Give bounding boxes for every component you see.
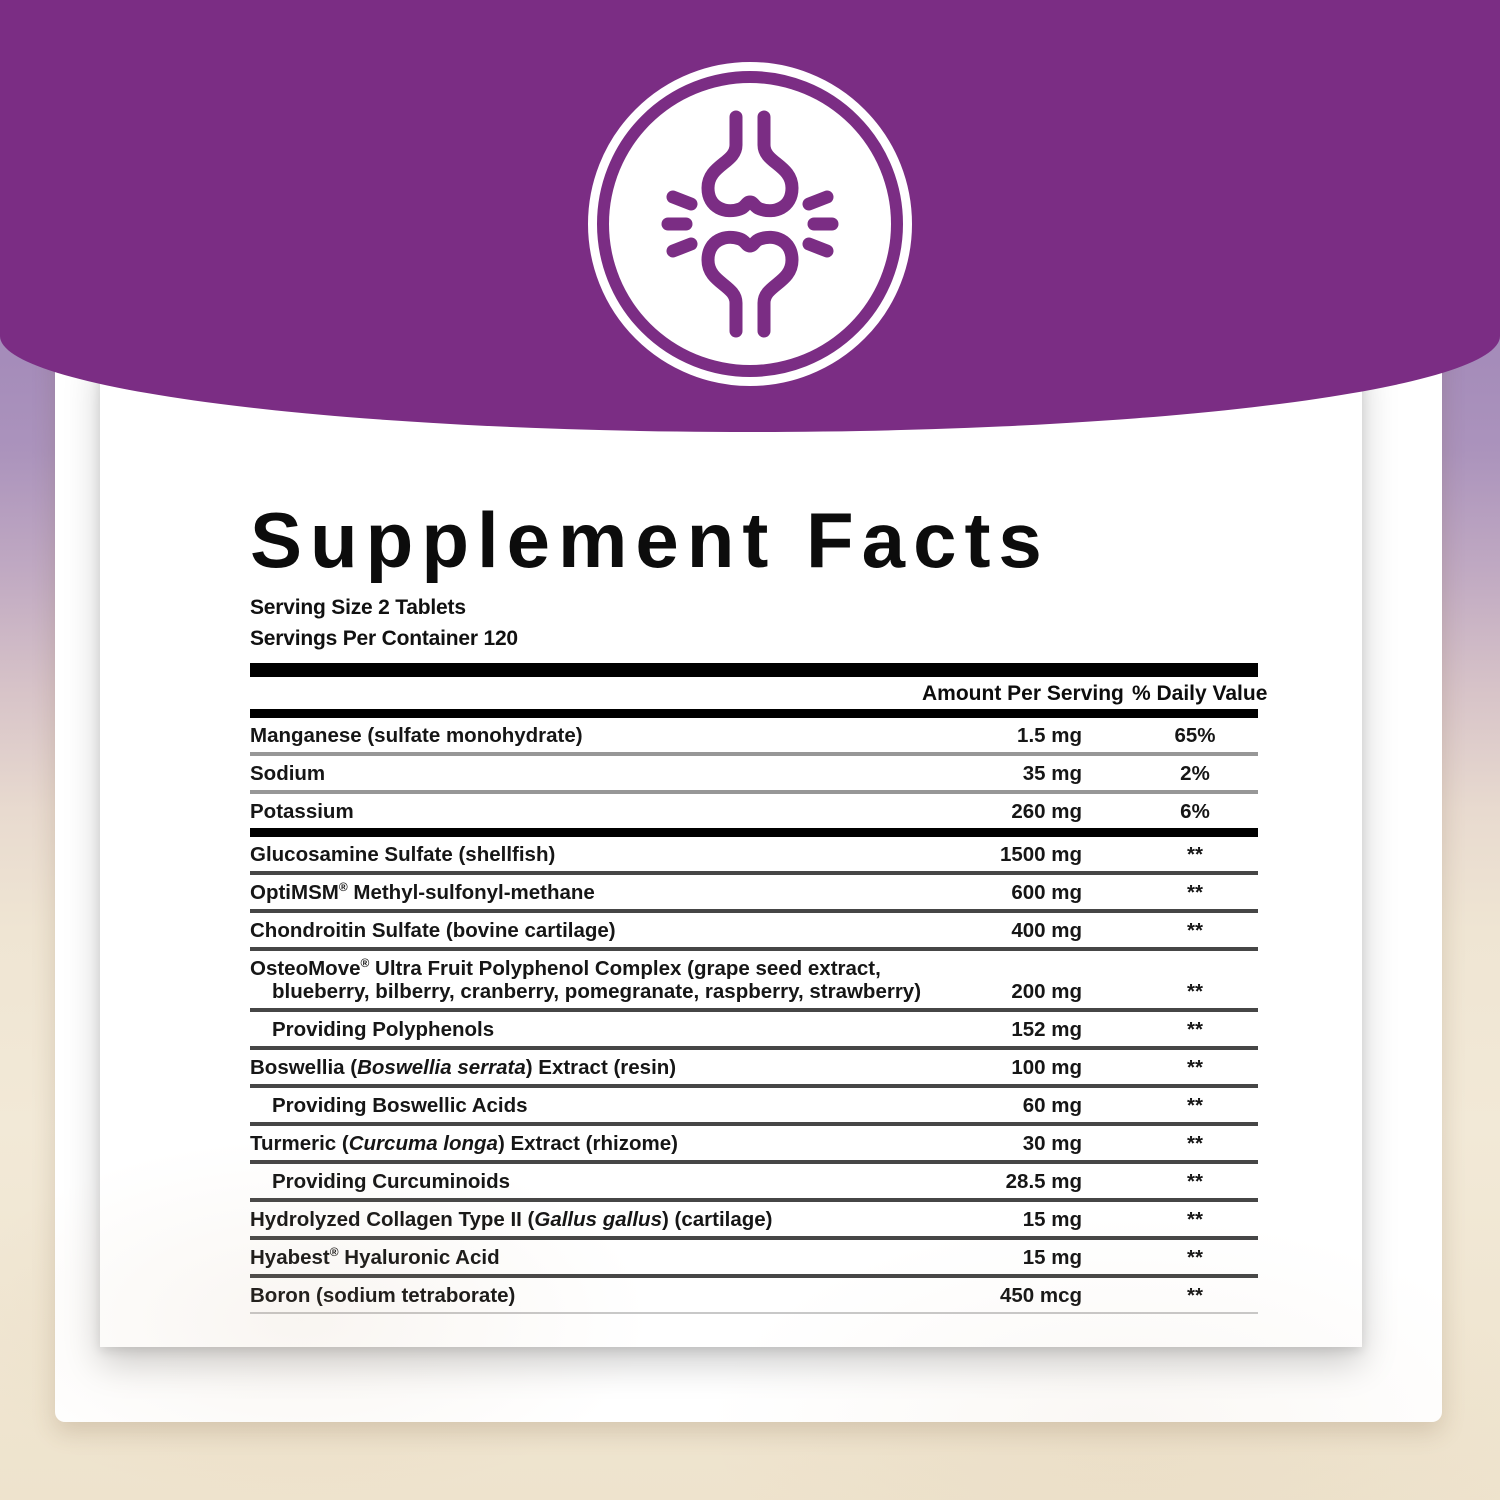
- daily-value: **: [1187, 1284, 1203, 1307]
- daily-value: 6%: [1180, 800, 1210, 823]
- nutrient-name: Sodium: [250, 762, 326, 785]
- daily-value: 2%: [1180, 762, 1210, 785]
- nutrient-name: Glucosamine Sulfate (shellfish): [250, 843, 556, 866]
- daily-value-header: % Daily Value: [1132, 682, 1268, 705]
- table-row: Hyabest® Hyaluronic Acid 15 mg **: [250, 1240, 1258, 1278]
- table-row: Manganese (sulfate monohydrate) 1.5 mg 65%: [250, 718, 1258, 756]
- daily-value: **: [1187, 843, 1203, 866]
- table-row: Boswellia (Boswellia serrata) Extract (r…: [250, 1050, 1258, 1088]
- nutrient-name: OsteoMove® Ultra Fruit Polyphenol Comple…: [250, 956, 922, 1003]
- daily-value: **: [1187, 1094, 1203, 1117]
- table-row: Chondroitin Sulfate (bovine cartilage) 40…: [250, 913, 1258, 951]
- daily-value: **: [1187, 1056, 1203, 1079]
- nutrient-name: Chondroitin Sulfate (bovine cartilage): [250, 919, 616, 942]
- table-row: Glucosamine Sulfate (shellfish) 1500 mg **: [250, 837, 1258, 875]
- daily-value: **: [1187, 1208, 1203, 1231]
- nutrient-name: Providing Curcuminoids: [272, 1170, 511, 1193]
- daily-value: **: [1187, 980, 1203, 1003]
- nutrient-name: Boswellia (Boswellia serrata) Extract (r…: [250, 1056, 677, 1079]
- table-row: OptiMSM® Methyl-sulfonyl-methane 600 mg **: [250, 875, 1258, 913]
- daily-value: **: [1187, 1018, 1203, 1041]
- nutrient-name: Hyabest® Hyaluronic Acid: [250, 1245, 500, 1269]
- nutrient-name: Providing Polyphenols: [272, 1018, 495, 1041]
- facts-rows: Manganese (sulfate monohydrate) 1.5 mg 65%…: [250, 718, 1258, 1314]
- daily-value: **: [1187, 881, 1203, 904]
- table-row: Potassium 260 mg 6%: [250, 794, 1258, 837]
- purple-banner: [0, 0, 1500, 432]
- amount-value: 260 mg: [1011, 800, 1082, 823]
- amount-value: 1.5 mg: [1017, 724, 1082, 747]
- daily-value: **: [1187, 1246, 1203, 1269]
- table-row: Sodium 35 mg 2%: [250, 756, 1258, 794]
- nutrient-name: Hydrolyzed Collagen Type II (Gallus gall…: [250, 1208, 773, 1231]
- table-row: Turmeric (Curcuma longa) Extract (rhizom…: [250, 1126, 1258, 1164]
- amount-per-serving-header: Amount Per Serving: [922, 682, 1124, 705]
- daily-value: **: [1187, 1132, 1203, 1155]
- servings-per-container-text: Servings Per Container 120: [250, 627, 518, 650]
- table-row: Hydrolyzed Collagen Type II (Gallus gall…: [250, 1202, 1258, 1240]
- medium-divider: [250, 709, 1258, 718]
- daily-value: 65%: [1174, 724, 1216, 747]
- nutrient-name: Manganese (sulfate monohydrate): [250, 724, 583, 747]
- amount-value: 450 mcg: [999, 1284, 1082, 1307]
- panel-title: Supplement Facts: [250, 496, 1050, 584]
- nutrient-name: Turmeric (Curcuma longa) Extract (rhizom…: [250, 1132, 678, 1155]
- amount-value: 30 mg: [1022, 1132, 1082, 1155]
- nutrient-name: Providing Boswellic Acids: [272, 1094, 528, 1117]
- amount-value: 35 mg: [1022, 762, 1082, 785]
- table-row: OsteoMove® Ultra Fruit Polyphenol Comple…: [250, 951, 1258, 1012]
- amount-value: 15 mg: [1022, 1208, 1082, 1231]
- nutrient-name: Potassium: [250, 800, 354, 823]
- supplement-facts-card: Supplement Facts Serving Size 2 Tablets …: [100, 350, 1362, 1347]
- daily-value: **: [1187, 919, 1203, 942]
- table-row: Providing Boswellic Acids 60 mg **: [250, 1088, 1258, 1126]
- nutrient-name: Boron (sodium tetraborate): [250, 1284, 516, 1307]
- serving-size-text: Serving Size 2 Tablets: [250, 596, 466, 619]
- amount-value: 1500 mg: [999, 843, 1082, 866]
- table-row: Providing Curcuminoids 28.5 mg **: [250, 1164, 1258, 1202]
- amount-value: 28.5 mg: [1005, 1170, 1082, 1193]
- joint-icon: [609, 83, 891, 365]
- table-row: Boron (sodium tetraborate) 450 mcg **: [250, 1278, 1258, 1314]
- daily-value: **: [1187, 1170, 1203, 1193]
- amount-value: 600 mg: [1011, 881, 1082, 904]
- amount-value: 15 mg: [1022, 1246, 1082, 1269]
- joint-badge: [588, 62, 912, 386]
- amount-value: 200 mg: [1011, 980, 1082, 1003]
- amount-value: 60 mg: [1022, 1094, 1082, 1117]
- nutrient-name: OptiMSM® Methyl-sulfonyl-methane: [250, 880, 595, 904]
- column-header-row: Amount Per Serving % Daily Value: [250, 677, 1268, 709]
- amount-value: 400 mg: [1011, 919, 1082, 942]
- amount-value: 100 mg: [1011, 1056, 1082, 1079]
- table-row: Providing Polyphenols 152 mg **: [250, 1012, 1258, 1050]
- amount-value: 152 mg: [1011, 1018, 1082, 1041]
- heavy-divider: [250, 663, 1258, 677]
- serving-info: Serving Size 2 Tablets Servings Per Cont…: [250, 592, 1258, 654]
